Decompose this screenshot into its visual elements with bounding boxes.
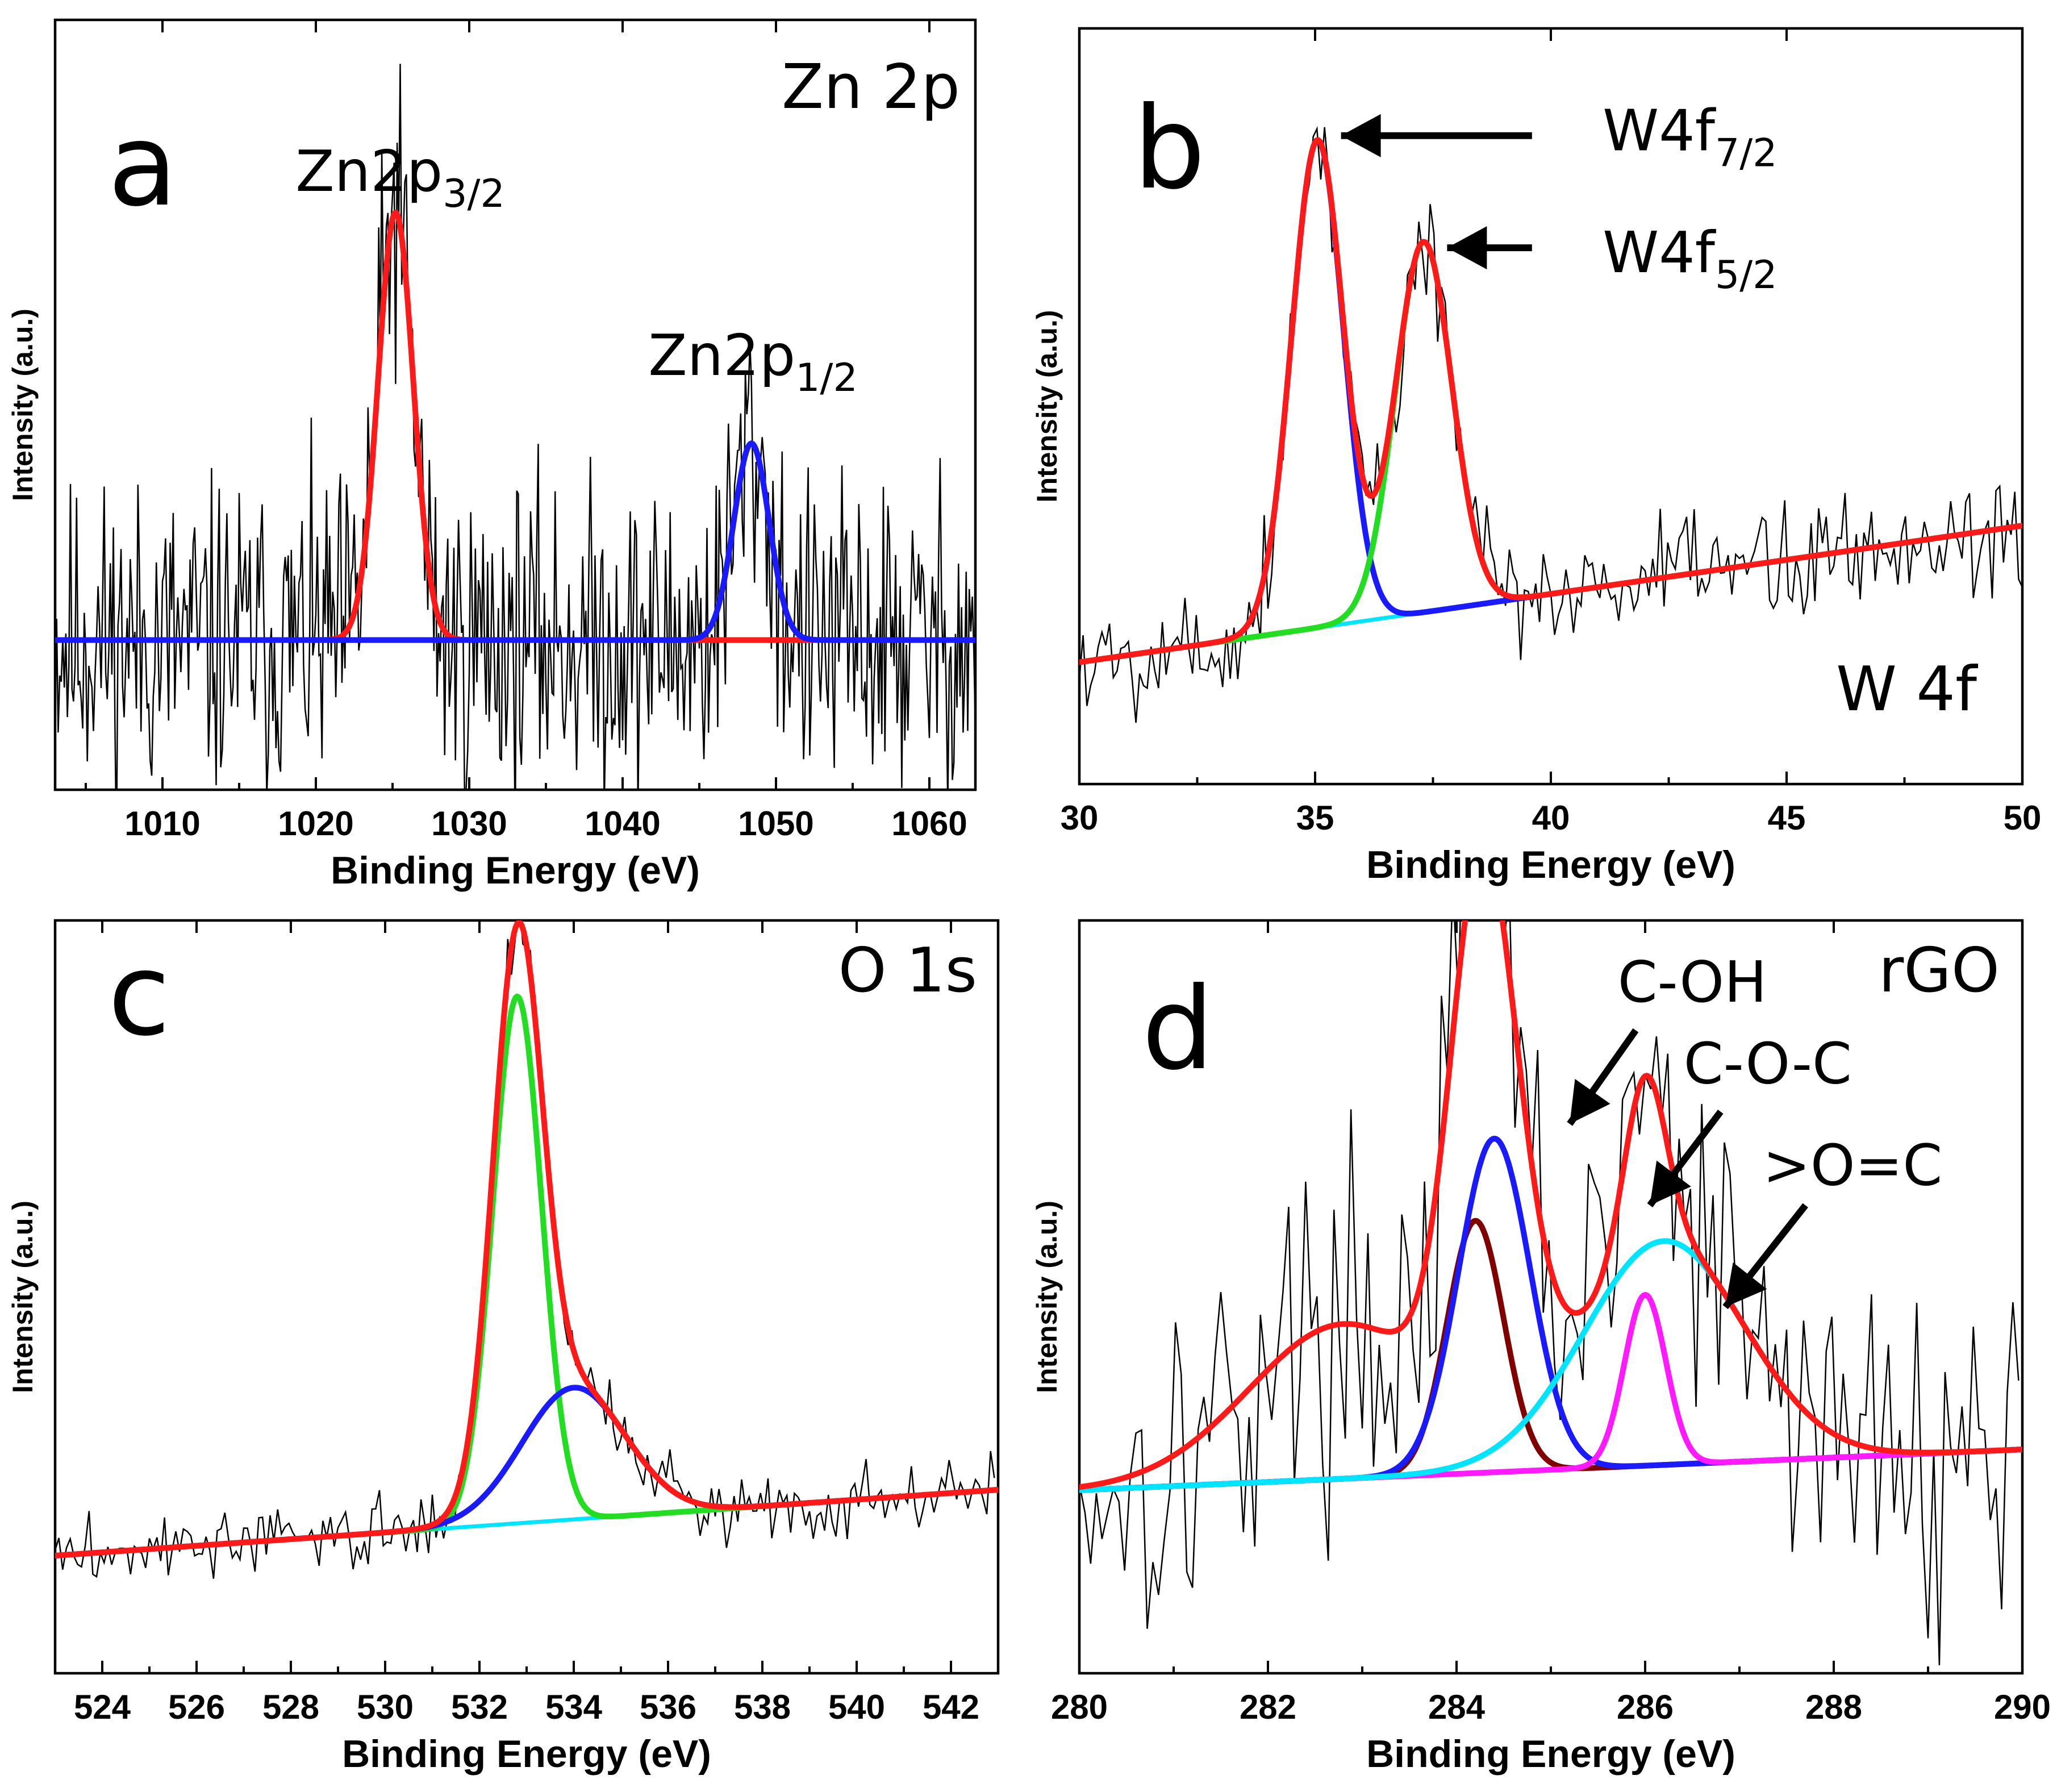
x-axis-label: Binding Energy (eV) bbox=[1366, 1732, 1735, 1776]
peak-label: >O=C bbox=[1763, 1132, 1942, 1199]
x-tick-label: 534 bbox=[545, 1688, 603, 1726]
x-tick-label: 528 bbox=[262, 1688, 319, 1726]
x-axis-label: Binding Energy (eV) bbox=[331, 849, 700, 892]
fit-envelope bbox=[1079, 137, 2022, 665]
x-tick-label: 45 bbox=[1768, 799, 1806, 837]
x-tick-label: 288 bbox=[1805, 1688, 1862, 1726]
fit-component-zn2p12 bbox=[55, 440, 975, 643]
arrow-head bbox=[1570, 1079, 1610, 1124]
x-tick-label: 284 bbox=[1428, 1688, 1486, 1726]
arrow-head bbox=[1725, 1262, 1767, 1307]
panel-letter: d bbox=[1142, 963, 1214, 1095]
fit-envelope bbox=[1079, 920, 2022, 1490]
x-tick-label: 540 bbox=[828, 1688, 885, 1726]
panel-letter: c bbox=[108, 929, 170, 1061]
panel-title: W 4f bbox=[1836, 654, 1979, 725]
y-axis-label: Intensity (a.u.) bbox=[1031, 1201, 1063, 1393]
peak-label: C-OH bbox=[1618, 949, 1767, 1015]
x-tick-label: 50 bbox=[2004, 799, 2042, 837]
x-tick-label: 1040 bbox=[585, 805, 660, 843]
x-tick-label: 532 bbox=[451, 1688, 508, 1726]
panel-b: 30 35 40 45 50 Binding Energy (eV) Intensity (… bbox=[1031, 27, 2042, 886]
x-tick-label: 1010 bbox=[124, 805, 200, 843]
plot-area bbox=[55, 920, 998, 1579]
x-tick-label: 280 bbox=[1051, 1688, 1108, 1726]
raw-data-line bbox=[1079, 920, 2020, 1665]
arrow-head bbox=[1447, 226, 1487, 270]
raw-data-line bbox=[55, 64, 975, 790]
arrow-head bbox=[1341, 114, 1381, 157]
peak-label: W4f7/2 bbox=[1603, 98, 1777, 176]
panel-title: O 1s bbox=[838, 935, 977, 1006]
x-axis-label: Binding Energy (eV) bbox=[1366, 843, 1735, 886]
panel-letter: a bbox=[108, 99, 178, 232]
x-tick-label: 35 bbox=[1296, 799, 1334, 837]
x-tick-label: 536 bbox=[640, 1688, 696, 1726]
x-tick-label: 1060 bbox=[891, 805, 967, 843]
panel-a: 1010 1020 1030 1040 1050 1060 Binding Energy (… bbox=[7, 18, 977, 892]
panel-letter: b bbox=[1133, 82, 1205, 215]
fit-envelope bbox=[55, 920, 998, 1558]
x-tick-label: 1050 bbox=[738, 805, 813, 843]
raw-data-line bbox=[1079, 126, 2022, 723]
peak-label: Zn2p1/2 bbox=[648, 322, 857, 401]
x-tick-label: 290 bbox=[1994, 1688, 2051, 1726]
fit-component-w4f72 bbox=[1079, 137, 2022, 665]
x-tick-label: 286 bbox=[1617, 1688, 1674, 1726]
x-tick-label: 526 bbox=[168, 1688, 225, 1726]
x-tick-label: 530 bbox=[357, 1688, 414, 1726]
x-tick-label: 1030 bbox=[431, 805, 507, 843]
panel-title: rGO bbox=[1879, 935, 2000, 1006]
y-axis-label: Intensity (a.u.) bbox=[7, 309, 39, 501]
y-axis-label: Intensity (a.u.) bbox=[1031, 310, 1063, 503]
x-tick-label: 282 bbox=[1240, 1688, 1296, 1726]
peak-label: W4f5/2 bbox=[1603, 219, 1777, 298]
x-tick-label: 524 bbox=[74, 1688, 131, 1726]
panel-title: Zn 2p bbox=[782, 52, 960, 123]
x-tick-label: 30 bbox=[1061, 799, 1099, 837]
x-tick-label: 538 bbox=[734, 1688, 791, 1726]
plot-frame bbox=[53, 18, 977, 791]
plot-area bbox=[1079, 920, 2022, 1665]
plot-area bbox=[55, 64, 975, 790]
y-axis-label: Intensity (a.u.) bbox=[7, 1201, 39, 1393]
panel-d: 280 282 284 286 288 290 Binding Energy (eV) Int… bbox=[1031, 919, 2051, 1776]
x-tick-label: 40 bbox=[1532, 799, 1570, 837]
peak-label: Zn2p3/2 bbox=[295, 138, 504, 216]
x-axis-label: Binding Energy (eV) bbox=[342, 1732, 711, 1776]
fit-component-o1 bbox=[55, 993, 998, 1558]
panel-c: 524 526 528 530 532 534 536 538 540 542 Binding En… bbox=[7, 919, 1000, 1776]
plot-area bbox=[1079, 126, 2022, 723]
fit-component-o2 bbox=[55, 1385, 998, 1558]
peak-label: C-O-C bbox=[1684, 1030, 1852, 1097]
x-tick-label: 1020 bbox=[278, 805, 353, 843]
x-tick-label: 542 bbox=[923, 1688, 979, 1726]
arrow-head bbox=[1650, 1160, 1691, 1206]
